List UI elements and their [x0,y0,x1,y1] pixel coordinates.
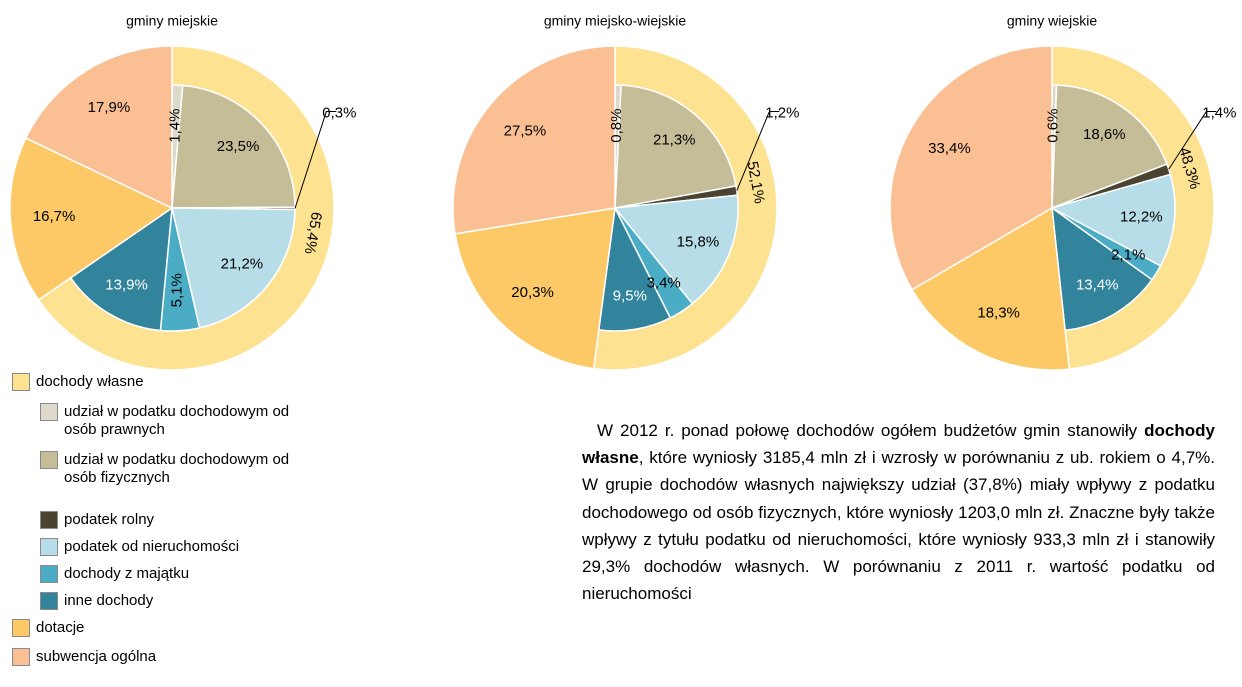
pie-slice [171,207,296,329]
paragraph: W 2012 r. ponad połowę dochodów ogółem b… [582,417,1215,607]
legend-item: dochody z majątku [40,565,354,583]
leader-line [736,111,780,191]
value-label: 18,3% [977,305,1020,322]
pie-slice [889,45,1053,291]
pie-slice [614,84,737,209]
leader-line [1168,111,1217,170]
value-label: 0,6% [1045,109,1062,143]
legend-swatch [40,538,58,556]
pie-slice [1050,173,1176,267]
value-label: 20,3% [511,284,554,301]
value-label: 15,8% [677,233,720,250]
legend-swatch [40,403,58,421]
chart-title: gminy miejskie [126,13,218,29]
value-label: 3,4% [647,274,681,291]
value-label: 18,6% [1083,126,1126,143]
value-label: 5,1% [168,273,185,307]
text-part: W 2012 r. ponad połowę dochodów ogółem b… [597,421,1145,440]
value-label: 21,2% [221,255,264,272]
legend-swatch [40,511,58,529]
legend-item: dochody własne [12,373,326,391]
legend-label: inne dochody [64,592,154,609]
legend-label: udział w podatku dochodowym od osób fizy… [64,451,290,486]
text-part: , które wyniosły 3185,4 mln zł i wzrosły… [582,448,1215,604]
value-label: 9,5% [613,288,647,305]
legend-item: podatek rolny [40,511,354,529]
legend-item: udział w podatku dochodowym od osób praw… [40,403,314,439]
legend-label: dochody z majątku [64,565,190,582]
pie-slice [9,137,174,301]
pie-slice [911,206,1071,371]
legend-label: subwencja ogólna [36,648,157,665]
value-label: 0,8% [608,109,625,143]
value-label: 23,5% [217,138,260,155]
legend-label: podatek od nieruchomości [64,538,240,555]
value-label: 16,7% [33,208,76,225]
value-label: 2,1% [1111,246,1145,263]
value-label: 0,3% [322,105,356,122]
pie-slice [1051,84,1168,210]
legend-item: subwencja ogólna [12,648,326,666]
legend-item: podatek od nieruchomości [40,538,354,556]
pie-slice [454,207,616,370]
value-label: 13,4% [1076,277,1119,294]
legend-swatch [12,373,30,391]
pie-slice [69,206,173,332]
legend-swatch [12,648,30,666]
legend-swatch [40,451,58,469]
legend-item: inne dochody [40,592,354,610]
pie-slice [1051,206,1154,332]
legend-label: dotacje [36,619,85,636]
legend-item: udział w podatku dochodowym od osób fizy… [40,451,314,487]
chart-title: gminy wiejskie [1007,13,1097,29]
charts: gminy miejskie 1,4% 23,5% 0,3% 21,2% 5,1% 13,9… [9,13,1236,371]
value-label: 12,2% [1120,209,1163,226]
legend-label: udział w podatku dochodowym od osób praw… [64,403,290,438]
legend-swatch [40,565,58,583]
value-label: 27,5% [504,122,547,139]
legend-swatch [40,592,58,610]
legend-swatch [12,619,30,637]
value-label: 1,4% [167,109,184,143]
value-label: 1,2% [765,105,799,122]
value-label: 17,9% [88,99,131,116]
value-label: 33,4% [928,140,971,157]
pie-slice [24,45,173,210]
legend-item: dotacje [12,619,326,637]
value-label: 1,4% [1202,105,1236,122]
legend-label: dochody własne [36,373,144,390]
chart-title: gminy miejsko-wiejskie [544,13,687,29]
value-label: 13,9% [105,276,148,293]
pie-slice [452,45,616,235]
legend-label: podatek rolny [64,511,155,528]
text-bold: dochody własne [582,421,1215,468]
leader-line [294,111,337,209]
pie-slice [613,194,739,305]
pie-slice [171,84,296,209]
value-label: 21,3% [653,132,696,149]
